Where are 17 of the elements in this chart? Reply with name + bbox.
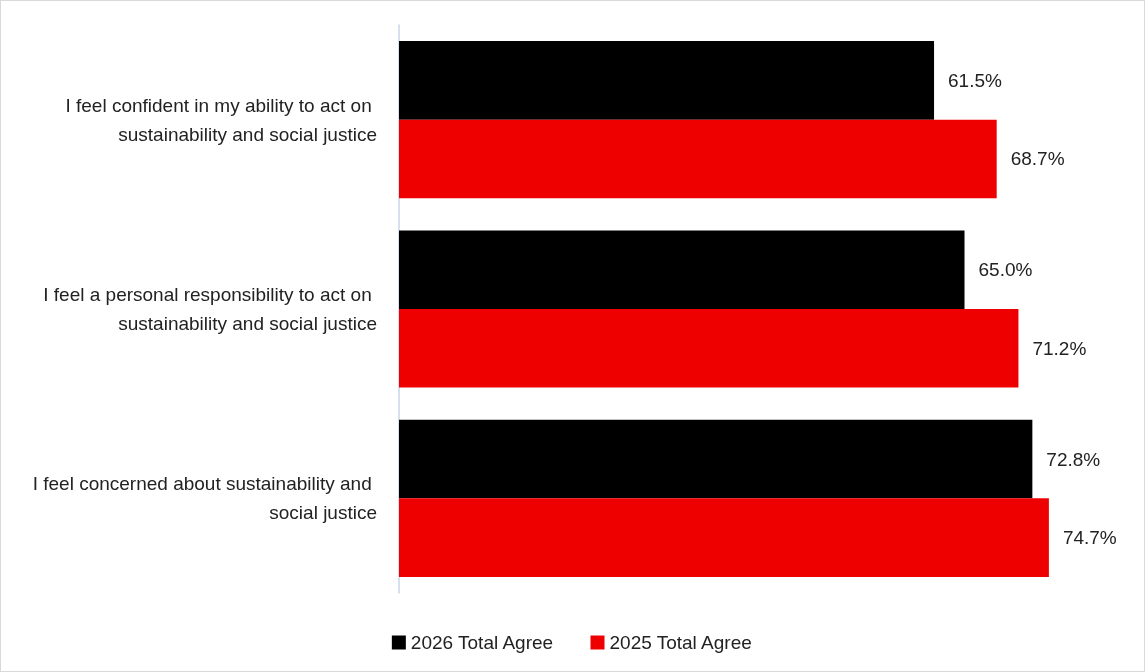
data-label: 74.7% [1062,527,1117,549]
bar [399,419,1033,499]
bar [399,41,935,120]
bar [399,309,1019,388]
bar [399,119,997,199]
legend-label: 2025 Total Agree [609,632,752,653]
data-label: 72.8% [1046,448,1101,470]
data-label: 71.2% [1032,337,1087,359]
data-label: 68.7% [1010,148,1065,170]
legend-label: 2026 Total Agree [410,632,554,653]
y-tick-label: I feel concerned about sustainability and social justice [32,473,377,524]
y-tick-label: I feel a personal responsibility to act on sustainability and social justice [43,284,377,334]
data-label: 65.0% [978,259,1033,281]
bar [399,230,965,309]
bar [399,498,1049,577]
data-label: 61.5% [948,69,1003,91]
y-tick-label: I feel confident in my ability to act on sustainability and social justice [65,94,377,145]
